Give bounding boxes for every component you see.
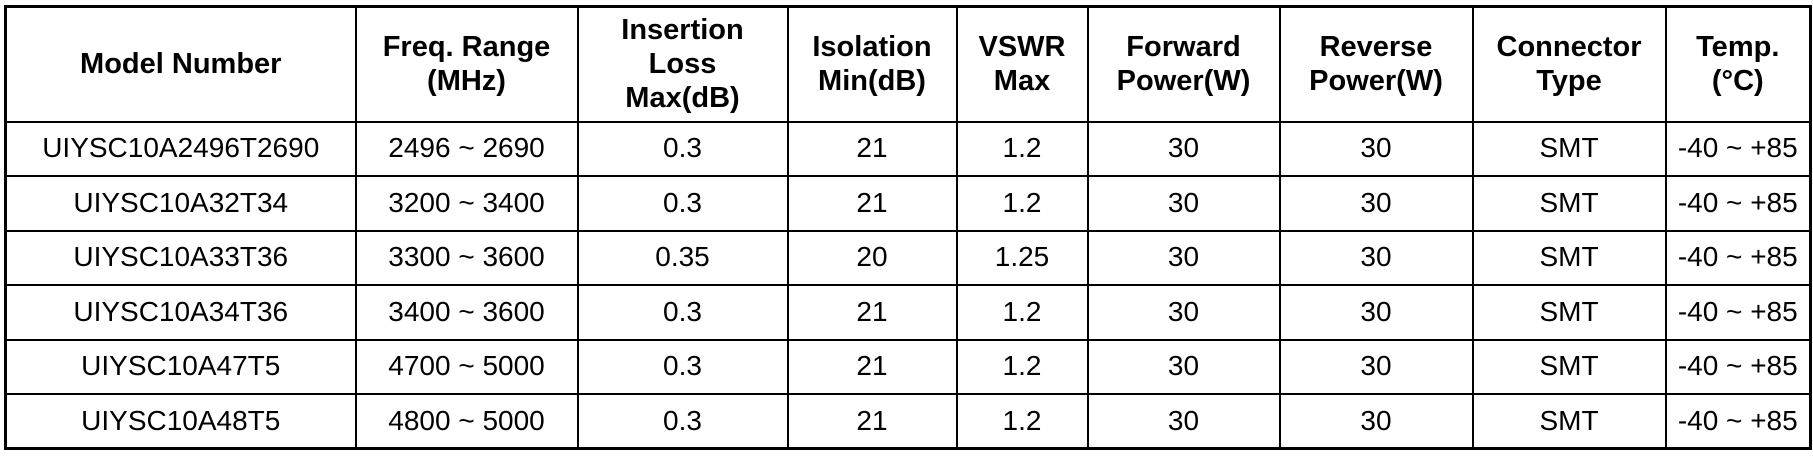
cell-freq-range: 4700 ~ 5000 <box>354 338 579 395</box>
cell-isolation: 21 <box>786 284 958 341</box>
cell-temp: -40 ~ +85 <box>1664 175 1812 232</box>
column-header-isolation: Isolation Min(dB) <box>786 5 958 123</box>
cell-connector-type: SMT <box>1471 338 1667 395</box>
cell-vswr: 1.2 <box>955 120 1089 177</box>
cell-forward-power: 30 <box>1086 120 1281 177</box>
cell-freq-range: 3200 ~ 3400 <box>354 175 579 232</box>
table-row: UIYSC10A2496T2690 2496 ~ 2690 0.3 21 1.2 30 30… <box>4 120 1812 177</box>
cell-connector-type: SMT <box>1471 393 1667 450</box>
table-row: UIYSC10A34T36 3400 ~ 3600 0.3 21 1.2 30 30 SMT -… <box>4 284 1812 341</box>
cell-temp: -40 ~ +85 <box>1664 393 1812 450</box>
cell-model-number: UIYSC10A32T34 <box>4 175 357 232</box>
cell-model-number: UIYSC10A2496T2690 <box>4 120 357 177</box>
cell-forward-power: 30 <box>1086 175 1281 232</box>
cell-model-number: UIYSC10A33T36 <box>4 229 357 286</box>
cell-model-number: UIYSC10A34T36 <box>4 284 357 341</box>
cell-reverse-power: 30 <box>1278 175 1474 232</box>
cell-insertion-loss: 0.3 <box>576 393 789 450</box>
cell-isolation: 21 <box>786 175 958 232</box>
column-header-insertion-loss: Insertion Loss Max(dB) <box>576 5 789 123</box>
cell-connector-type: SMT <box>1471 284 1667 341</box>
cell-insertion-loss: 0.3 <box>576 284 789 341</box>
cell-freq-range: 4800 ~ 5000 <box>354 393 579 450</box>
table-row: UIYSC10A32T34 3200 ~ 3400 0.3 21 1.2 30 30 SMT -… <box>4 175 1812 232</box>
column-header-forward-power: Forward Power(W) <box>1086 5 1281 123</box>
cell-connector-type: SMT <box>1471 120 1667 177</box>
cell-reverse-power: 30 <box>1278 284 1474 341</box>
cell-model-number: UIYSC10A48T5 <box>4 393 357 450</box>
header-row: Model Number Freq. Range (MHz) Insertion L… <box>4 5 1812 123</box>
cell-temp: -40 ~ +85 <box>1664 229 1812 286</box>
cell-model-number: UIYSC10A47T5 <box>4 338 357 395</box>
cell-forward-power: 30 <box>1086 284 1281 341</box>
cell-forward-power: 30 <box>1086 338 1281 395</box>
cell-freq-range: 2496 ~ 2690 <box>354 120 579 177</box>
cell-isolation: 21 <box>786 393 958 450</box>
cell-temp: -40 ~ +85 <box>1664 120 1812 177</box>
column-header-temp: Temp.(°C) <box>1664 5 1812 123</box>
table-row: UIYSC10A47T5 4700 ~ 5000 0.3 21 1.2 30 30 SMT -4… <box>4 338 1812 395</box>
cell-insertion-loss: 0.35 <box>576 229 789 286</box>
cell-isolation: 21 <box>786 120 958 177</box>
cell-reverse-power: 30 <box>1278 393 1474 450</box>
cell-insertion-loss: 0.3 <box>576 120 789 177</box>
spec-table: Model Number Freq. Range (MHz) Insertion L… <box>4 5 1812 450</box>
cell-insertion-loss: 0.3 <box>576 175 789 232</box>
cell-vswr: 1.2 <box>955 284 1089 341</box>
column-header-connector-type: Connector Type <box>1471 5 1667 123</box>
cell-connector-type: SMT <box>1471 175 1667 232</box>
cell-vswr: 1.2 <box>955 175 1089 232</box>
cell-vswr: 1.25 <box>955 229 1089 286</box>
cell-vswr: 1.2 <box>955 338 1089 395</box>
table-row: UIYSC10A48T5 4800 ~ 5000 0.3 21 1.2 30 30 SMT -4… <box>4 393 1812 450</box>
cell-reverse-power: 30 <box>1278 338 1474 395</box>
cell-reverse-power: 30 <box>1278 229 1474 286</box>
cell-forward-power: 30 <box>1086 393 1281 450</box>
spec-table-body: UIYSC10A2496T2690 2496 ~ 2690 0.3 21 1.2 30 30… <box>4 120 1812 450</box>
table-row: UIYSC10A33T36 3300 ~ 3600 0.35 20 1.25 30 30 SM… <box>4 229 1812 286</box>
cell-forward-power: 30 <box>1086 229 1281 286</box>
cell-insertion-loss: 0.3 <box>576 338 789 395</box>
cell-freq-range: 3300 ~ 3600 <box>354 229 579 286</box>
cell-vswr: 1.2 <box>955 393 1089 450</box>
cell-isolation: 20 <box>786 229 958 286</box>
cell-freq-range: 3400 ~ 3600 <box>354 284 579 341</box>
cell-temp: -40 ~ +85 <box>1664 284 1812 341</box>
cell-isolation: 21 <box>786 338 958 395</box>
cell-temp: -40 ~ +85 <box>1664 338 1812 395</box>
cell-reverse-power: 30 <box>1278 120 1474 177</box>
column-header-model-number: Model Number <box>4 5 357 123</box>
column-header-freq-range: Freq. Range (MHz) <box>354 5 579 123</box>
column-header-vswr: VSWR Max <box>955 5 1089 123</box>
cell-connector-type: SMT <box>1471 229 1667 286</box>
column-header-reverse-power: Reverse Power(W) <box>1278 5 1474 123</box>
